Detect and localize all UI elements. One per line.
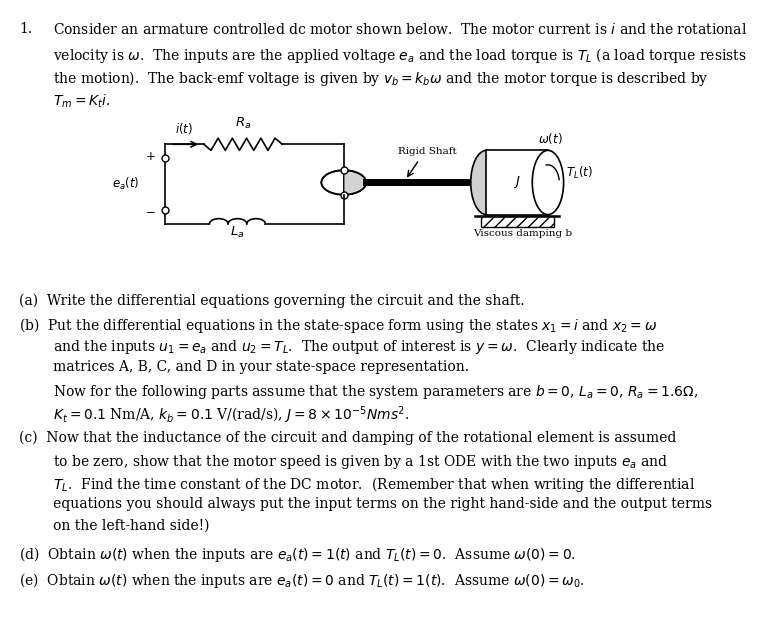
Text: $K_t = 0.1$ Nm/A, $k_b = 0.1$ V/(rad/s), $J = 8 \times 10^{-5} Nms^2$.: $K_t = 0.1$ Nm/A, $k_b = 0.1$ V/(rad/s),…: [53, 405, 409, 426]
Text: $J$: $J$: [514, 175, 521, 190]
Text: $T_m = K_t i$.: $T_m = K_t i$.: [53, 93, 110, 110]
Ellipse shape: [532, 150, 563, 215]
Text: and the inputs $u_1 = e_a$ and $u_2 = T_L$.  The output of interest is $y = \ome: and the inputs $u_1 = e_a$ and $u_2 = T_…: [53, 338, 665, 356]
Text: Rigid Shaft: Rigid Shaft: [399, 147, 457, 157]
Text: equations you should always put the input terms on the right hand-side and the o: equations you should always put the inpu…: [53, 497, 712, 511]
Text: (b)  Put the differential equations in the state-space form using the states $x_: (b) Put the differential equations in th…: [19, 316, 657, 335]
Text: velocity is $\omega$.  The inputs are the applied voltage $e_a$ and the load tor: velocity is $\omega$. The inputs are the…: [53, 46, 747, 64]
Text: the motion).  The back-emf voltage is given by $v_b = k_b\omega$ and the motor t: the motion). The back-emf voltage is giv…: [53, 69, 709, 88]
Text: 1.: 1.: [19, 22, 33, 36]
Text: to be zero, show that the motor speed is given by a 1st ODE with the two inputs : to be zero, show that the motor speed is…: [53, 453, 668, 470]
Text: Viscous damping b: Viscous damping b: [473, 229, 573, 238]
Text: $T_L$.  Find the time constant of the DC motor.  (Remember that when writing the: $T_L$. Find the time constant of the DC …: [53, 475, 695, 494]
Text: $i(t)$: $i(t)$: [176, 120, 193, 135]
Circle shape: [322, 170, 366, 195]
Text: $R_a$: $R_a$: [235, 116, 251, 132]
Text: on the left-hand side!): on the left-hand side!): [53, 519, 209, 533]
Text: (d)  Obtain $\omega(t)$ when the inputs are $e_a(t) = 1(t)$ and $T_L(t) = 0$.  A: (d) Obtain $\omega(t)$ when the inputs a…: [19, 545, 577, 564]
Text: (e)  Obtain $\omega(t)$ when the inputs are $e_a(t) = 0$ and $T_L(t) = 1(t)$.  A: (e) Obtain $\omega(t)$ when the inputs a…: [19, 571, 585, 590]
Bar: [481, 216, 553, 227]
Text: $L_a$: $L_a$: [230, 225, 245, 240]
Text: $+$: $+$: [145, 150, 156, 163]
Text: Consider an armature controlled dc motor shown below.  The motor current is $i$ : Consider an armature controlled dc motor…: [53, 22, 747, 37]
Text: matrices A, B, C, and D in your state-space representation.: matrices A, B, C, and D in your state-sp…: [53, 361, 469, 374]
Text: $e_a(t)$: $e_a(t)$: [112, 176, 139, 192]
Text: $-$: $-$: [145, 203, 156, 217]
Text: (a)  Write the differential equations governing the circuit and the shaft.: (a) Write the differential equations gov…: [19, 294, 525, 308]
Bar: [486, 150, 548, 215]
Ellipse shape: [471, 150, 502, 215]
Text: $T_L(t)$: $T_L(t)$: [566, 165, 594, 182]
Text: (c)  Now that the inductance of the circuit and damping of the rotational elemen: (c) Now that the inductance of the circu…: [19, 431, 677, 445]
Wedge shape: [343, 170, 366, 195]
Text: Now for the following parts assume that the system parameters are $b = 0$, $L_a : Now for the following parts assume that …: [53, 383, 698, 401]
Text: $\omega(t)$: $\omega(t)$: [538, 131, 563, 146]
